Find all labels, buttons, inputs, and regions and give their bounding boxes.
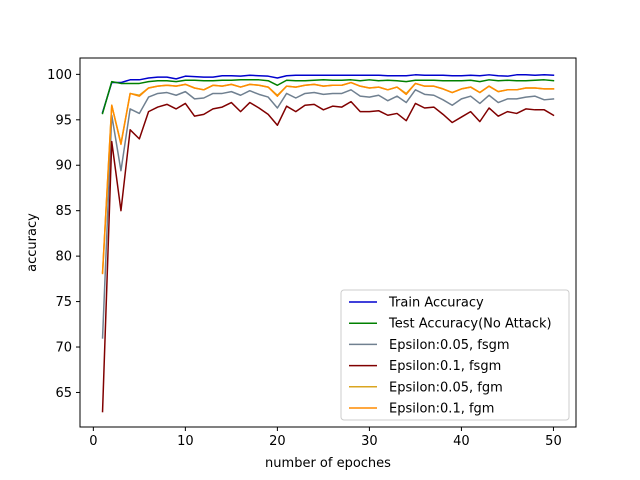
y-tick-label: 90: [55, 159, 72, 174]
plot-frame: [79, 57, 577, 428]
y-tick-label: 65: [55, 386, 72, 401]
y-ticks: 65 70 75 80 85 90 95 100: [47, 68, 80, 401]
x-axis-label: number of epoches: [265, 456, 391, 471]
y-axis-label: accuracy: [25, 213, 40, 272]
y-tick-label: 70: [55, 341, 72, 356]
legend-label: Train Accuracy: [388, 296, 484, 311]
legend-box: [340, 289, 570, 421]
y-tick-label: 95: [55, 113, 72, 128]
x-tick-label: 40: [453, 434, 470, 449]
axes-layer: [79, 57, 577, 428]
legend-label: Test Accuracy(No Attack): [388, 317, 552, 332]
legend-label: Epsilon:0.05, fsgm: [389, 338, 510, 353]
legend: Train Accuracy Test Accuracy(No Attack) Ep…: [340, 289, 570, 421]
x-tick-label: 0: [89, 434, 97, 449]
y-tick-label: 80: [55, 250, 72, 265]
series-layer: [101, 74, 555, 413]
y-tick-label: 100: [47, 68, 72, 83]
y-tick-label: 75: [55, 295, 72, 310]
series-line-2: [101, 79, 555, 115]
series-line-4: [101, 100, 555, 413]
x-tick-label: 50: [545, 434, 562, 449]
x-tick-label: 30: [361, 434, 378, 449]
legend-label: Epsilon:0.05, fgm: [389, 380, 503, 395]
y-tick-label: 85: [55, 204, 72, 219]
x-ticks: 0 10 20 30 40 50: [89, 427, 562, 449]
x-tick-label: 10: [177, 434, 194, 449]
series-line-1: [101, 74, 555, 114]
series-line-3: [101, 89, 555, 339]
x-tick-label: 20: [269, 434, 286, 449]
series-line-6: [101, 81, 555, 275]
legend-label: Epsilon:0.1, fgm: [389, 402, 494, 417]
legend-label: Epsilon:0.1, fsgm: [389, 359, 501, 374]
